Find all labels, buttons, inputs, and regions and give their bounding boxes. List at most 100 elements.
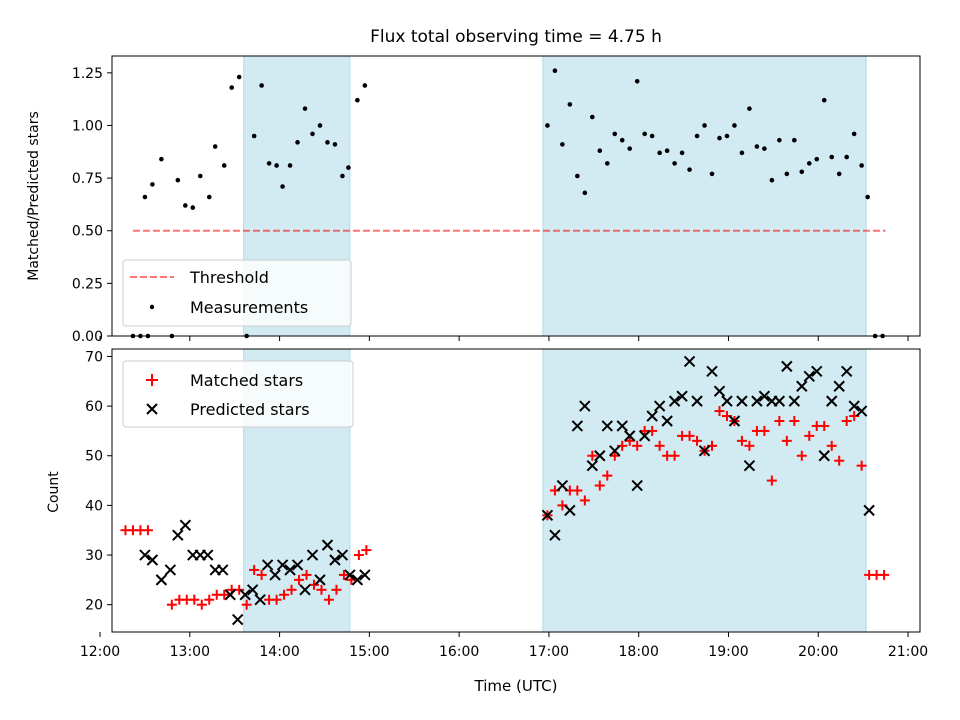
measurement-point (619, 137, 625, 143)
predicted-star-point (231, 613, 244, 626)
predicted-star-point (261, 559, 274, 571)
measurement-point (274, 163, 279, 168)
measurement-point (754, 144, 760, 149)
matched-star-point (249, 564, 260, 575)
measurement-point (251, 133, 257, 139)
matched-star-point (241, 599, 252, 610)
predicted-star-point (579, 400, 591, 412)
predicted-star-point (269, 569, 281, 581)
predicted-star-point (803, 370, 815, 383)
predicted-star-point (691, 395, 703, 407)
matched-star-point (684, 430, 695, 441)
measurement-point (236, 74, 242, 80)
predicted-star-point (291, 559, 304, 571)
predicted-star-point (826, 395, 838, 407)
y-tick-label: 60 (85, 399, 103, 415)
predicted-star-point (146, 554, 159, 566)
measurement-point (295, 140, 300, 145)
predicted-star-point (254, 594, 266, 606)
predicted-star-point (344, 569, 356, 581)
predicted-star-point (164, 564, 177, 576)
measurement-point (332, 142, 338, 147)
legend-measurements-swatch (149, 304, 155, 310)
predicted-stars-series (139, 355, 875, 626)
predicted-star-point (833, 380, 845, 392)
x-tick-label: 12:00 (80, 644, 120, 660)
measurement-point (560, 142, 565, 147)
measurement-point (142, 194, 148, 200)
matched-star-point (166, 599, 177, 610)
matched-star-point (594, 480, 605, 491)
measurement-point (829, 154, 835, 160)
measurement-point (604, 161, 610, 166)
predicted-star-point (571, 420, 584, 432)
measurement-point (865, 194, 870, 200)
measurement-point (259, 83, 264, 88)
measurement-point (672, 161, 677, 166)
predicted-star-point (811, 365, 823, 378)
y-tick-label: 0.50 (72, 224, 103, 240)
predicted-star-point (321, 539, 334, 551)
measurement-point (552, 68, 558, 74)
predicted-star-point (172, 529, 184, 541)
predicted-star-point (855, 405, 868, 417)
measurement-point (627, 146, 633, 151)
matched-star-point (632, 440, 643, 451)
measurements-series (130, 68, 885, 339)
measurement-point (183, 203, 188, 208)
measurement-point (784, 171, 790, 177)
measurement-point (769, 177, 775, 183)
predicted-star-point (564, 504, 576, 517)
matched-star-point (572, 485, 583, 496)
measurement-point (310, 131, 315, 137)
predicted-star-point (788, 395, 801, 407)
matched-star-point (834, 455, 845, 466)
predicted-star-point (653, 400, 666, 412)
matched-star-point (609, 450, 620, 461)
legend-predicted-swatch (146, 403, 158, 415)
predicted-star-point (698, 445, 711, 457)
legend-matched-swatch (146, 374, 158, 386)
matched-star-point (602, 470, 613, 481)
predicted-star-point (781, 360, 793, 373)
ratio-shaded-spans (243, 55, 867, 337)
measurement-point (221, 163, 227, 168)
predicted-star-point (601, 420, 613, 432)
predicted-star-point (743, 459, 756, 472)
measurement-point (792, 137, 797, 143)
matched-star-point (271, 594, 282, 605)
predicted-star-point (179, 519, 192, 531)
predicted-star-point (818, 450, 830, 462)
matched-star-point (736, 435, 747, 446)
y-tick-label: 0.75 (72, 171, 103, 187)
matched-star-point (323, 594, 334, 605)
y-tick-label: 1.25 (72, 66, 103, 82)
y-tick-label: 30 (85, 548, 103, 564)
predicted-star-point (609, 445, 621, 457)
count-legend-box (122, 360, 354, 428)
matched-star-point (294, 574, 305, 585)
measurement-point (709, 171, 715, 177)
predicted-star-point (246, 584, 259, 596)
legend-threshold-label: Threshold (189, 268, 269, 287)
x-tick-label: 19:00 (708, 644, 748, 660)
count-y-axis: 20 30 40 50 60 70 (85, 349, 112, 614)
shaded-span (542, 348, 867, 633)
count-axes-frame (111, 348, 921, 633)
predicted-star-point (736, 395, 748, 407)
matched-star-point (234, 584, 245, 595)
matched-star-point (789, 415, 800, 426)
count-ylabel: Count (46, 471, 62, 513)
predicted-star-point (758, 390, 771, 402)
measurement-point (597, 148, 603, 154)
ratio-legend-box (122, 259, 352, 327)
measurement-point (777, 137, 782, 143)
y-tick-label: 0.00 (72, 329, 103, 345)
predicted-star-point (751, 395, 763, 407)
matched-star-point (579, 495, 590, 506)
measurement-point (612, 131, 618, 137)
measurement-point (664, 148, 670, 154)
matched-star-point (309, 579, 319, 590)
measurement-point (317, 123, 323, 128)
